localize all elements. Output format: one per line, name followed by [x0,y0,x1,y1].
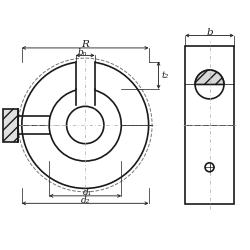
Text: b: b [206,28,213,37]
Bar [3,109,18,142]
Text: bₙ: bₙ [78,48,88,57]
Text: d₂: d₂ [80,196,90,204]
Wedge shape [195,70,224,84]
Bar [185,46,234,204]
Text: R: R [81,40,89,50]
Text: d₁: d₁ [83,188,92,197]
Text: t₂: t₂ [162,71,169,80]
